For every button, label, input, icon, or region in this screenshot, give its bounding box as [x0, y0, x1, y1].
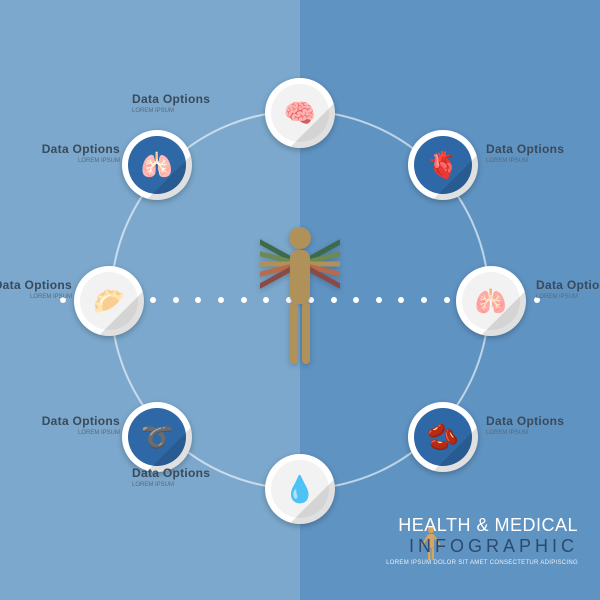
label-title: Data Options — [486, 142, 600, 156]
label-subtitle: LOREM IPSUM — [132, 108, 262, 116]
footer-line2: MEDICAL — [494, 515, 578, 535]
footer-line3: Infographic — [386, 536, 578, 557]
organ-label-brain: Data Options LOREM IPSUM — [132, 92, 262, 116]
heart-icon: 🫀 — [427, 150, 459, 181]
organ-badge-liver: 🫁 — [456, 266, 526, 336]
label-title: Data Options — [132, 92, 262, 106]
label-title: Data Options — [0, 142, 120, 156]
vitruvian-human-icon — [260, 220, 340, 380]
label-subtitle: LOREM IPSUM — [0, 430, 120, 438]
organ-label-bladder: Data Options LOREM IPSUM — [132, 466, 262, 490]
stomach-icon: 🥟 — [93, 286, 125, 317]
label-title: Data Options — [0, 414, 120, 428]
footer-tagline: LOREM IPSUM DOLOR SIT AMET CONSECTETUR A… — [386, 560, 578, 566]
bladder-icon: 💧 — [284, 474, 316, 505]
liver-icon: 🫁 — [475, 286, 507, 317]
organ-badge-bladder: 💧 — [265, 454, 335, 524]
organ-label-intestine: Data Options LOREM IPSUM — [0, 414, 120, 438]
infographic-canvas: 🧠🫀🫁🫘💧➰🥟🫁 Data OptionsLOREM IPSUMData Opt… — [0, 0, 600, 600]
intestine-icon: ➰ — [141, 422, 173, 453]
organ-badge-heart: 🫀 — [408, 130, 478, 200]
label-title: Data Options — [0, 278, 72, 292]
label-subtitle: LOREM IPSUM — [536, 294, 600, 302]
organ-label-liver: Data Options LOREM IPSUM — [536, 278, 600, 302]
organ-label-heart: Data Options LOREM IPSUM — [486, 142, 600, 166]
footer-line1: HEALTH & — [398, 515, 494, 535]
organ-badge-intestine: ➰ — [122, 402, 192, 472]
footer-title-block: HEALTH & MEDICAL Infographic LOREM IPSUM… — [386, 515, 578, 566]
organ-label-kidney: Data Options LOREM IPSUM — [486, 414, 600, 438]
label-subtitle: LOREM IPSUM — [132, 482, 262, 490]
label-subtitle: LOREM IPSUM — [486, 430, 600, 438]
organ-badge-brain: 🧠 — [265, 78, 335, 148]
brain-icon: 🧠 — [284, 98, 316, 129]
label-title: Data Options — [486, 414, 600, 428]
label-title: Data Options — [132, 466, 262, 480]
label-subtitle: LOREM IPSUM — [486, 158, 600, 166]
label-subtitle: LOREM IPSUM — [0, 294, 72, 302]
organ-label-stomach: Data Options LOREM IPSUM — [0, 278, 72, 302]
kidney-icon: 🫘 — [427, 422, 459, 453]
organ-label-lungs: Data Options LOREM IPSUM — [0, 142, 120, 166]
label-subtitle: LOREM IPSUM — [0, 158, 120, 166]
organ-badge-lungs: 🫁 — [122, 130, 192, 200]
organ-badge-kidney: 🫘 — [408, 402, 478, 472]
lungs-icon: 🫁 — [141, 150, 173, 181]
organ-badge-stomach: 🥟 — [74, 266, 144, 336]
label-title: Data Options — [536, 278, 600, 292]
